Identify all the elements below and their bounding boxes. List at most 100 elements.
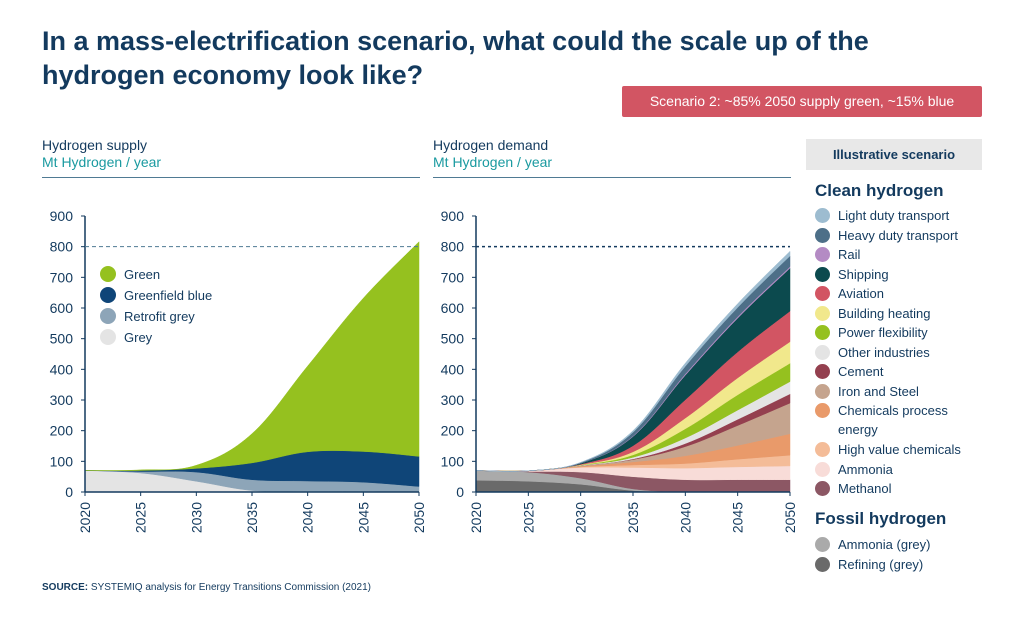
clean-legend-item: Shipping (815, 265, 988, 284)
legend-swatch (815, 247, 830, 262)
y-tick-label: 400 (441, 361, 465, 377)
y-tick-label: 300 (441, 392, 465, 408)
legend-label: Heavy duty transport (838, 227, 958, 243)
y-tick-label: 600 (441, 300, 465, 316)
clean-legend-item: Heavy duty transport (815, 226, 988, 245)
legend-swatch (815, 286, 830, 301)
y-tick-label: 800 (441, 239, 465, 255)
fossil-hydrogen-heading: Fossil hydrogen (815, 509, 947, 528)
clean-hydrogen-heading: Clean hydrogen (815, 181, 944, 200)
legend-label: Retrofit grey (124, 309, 195, 324)
legend-label: Ammonia (838, 461, 893, 477)
source-label: SOURCE: (42, 582, 89, 593)
demand-panel-header: Hydrogen demand Mt Hydrogen / year (433, 137, 552, 171)
legend-swatch (100, 266, 116, 282)
legend-label: Ammonia (grey) (838, 537, 931, 552)
y-tick-label: 100 (441, 453, 465, 469)
legend-swatch (815, 227, 830, 243)
y-tick-label: 500 (441, 331, 465, 347)
legend-swatch (815, 403, 830, 418)
legend-label: Grey (124, 330, 153, 345)
scenario-badge: Scenario 2: ~85% 2050 supply green, ~15%… (622, 86, 982, 117)
source-note: SOURCE: SYSTEMIQ analysis for Energy Tra… (42, 582, 371, 593)
y-tick-label: 100 (50, 453, 74, 469)
clean-legend-item: Other industries (815, 343, 988, 362)
supply-chart-title: Hydrogen supply (42, 137, 148, 153)
supply-panel-header: Hydrogen supply Mt Hydrogen / year (42, 137, 161, 171)
supply-chart-units: Mt Hydrogen / year (42, 154, 162, 170)
x-tick-label: 2020 (468, 502, 484, 533)
legend-swatch (815, 461, 830, 477)
legend-label: Shipping (838, 266, 889, 282)
source-text: SYSTEMIQ analysis for Energy Transitions… (90, 582, 372, 593)
y-tick-label: 0 (65, 484, 73, 500)
legend-swatch (815, 325, 830, 340)
x-tick-label: 2030 (188, 502, 204, 533)
area-green (84, 241, 420, 471)
legend-swatch (815, 305, 830, 321)
legend-swatch (100, 308, 116, 324)
legend-swatch (815, 364, 830, 379)
legend-label: Iron and Steel (838, 383, 919, 399)
demand-chart-title: Hydrogen demand (433, 137, 549, 153)
clean-legend-item: Methanol (815, 479, 988, 498)
y-tick-label: 500 (50, 331, 74, 347)
fossil-legend-item: Refining (grey) (815, 555, 988, 574)
y-tick-label: 400 (50, 361, 74, 377)
y-tick-label: 600 (50, 300, 74, 316)
clean-legend-item: Aviation (815, 284, 988, 303)
clean-legend-item: Chemicals process energy (815, 401, 988, 439)
legend-swatch (815, 556, 830, 572)
legend-label: Methanol (838, 481, 892, 496)
x-tick-label: 2035 (625, 502, 641, 533)
area-light-duty-transport (475, 250, 791, 472)
y-tick-label: 200 (441, 423, 465, 439)
legend-label: Green (124, 267, 160, 282)
clean-legend-item: Rail (815, 245, 988, 264)
demand-chart-units: Mt Hydrogen / year (433, 154, 553, 170)
x-tick-label: 2030 (573, 502, 589, 533)
x-tick-label: 2045 (730, 502, 746, 533)
y-tick-label: 900 (441, 208, 465, 224)
y-tick-label: 200 (50, 423, 74, 439)
x-tick-label: 2040 (300, 502, 316, 533)
clean-legend-item: Light duty transport (815, 206, 988, 225)
x-tick-label: 2035 (244, 502, 260, 533)
legend-label: Rail (838, 247, 861, 262)
x-tick-label: 2045 (355, 502, 371, 533)
legend-label: High value chemicals (838, 442, 961, 457)
clean-legend-item: High value chemicals (815, 440, 988, 459)
y-tick-label: 700 (441, 269, 465, 285)
legend-swatch (100, 287, 116, 303)
legend-label: Light duty transport (838, 208, 950, 223)
x-tick-label: 2020 (77, 502, 93, 533)
x-tick-label: 2040 (677, 502, 693, 533)
illustrative-scenario-label: Illustrative scenario (806, 139, 982, 170)
demand-header-rule (433, 177, 791, 178)
legend-swatch (815, 537, 830, 552)
legend-swatch (815, 266, 830, 282)
legend-swatch (815, 344, 830, 360)
supply-header-rule (42, 177, 420, 178)
clean-legend-item: Building heating (815, 304, 988, 323)
clean-legend-item: Power flexibility (815, 323, 988, 342)
y-tick-label: 700 (50, 269, 74, 285)
legend-label: Power flexibility (838, 325, 928, 340)
legend-swatch (100, 329, 116, 345)
clean-legend-item: Cement (815, 362, 988, 381)
legend-label: Chemicals process energy (838, 403, 948, 437)
legend-label: Cement (838, 364, 884, 379)
legend-label: Aviation (838, 286, 885, 301)
y-tick-label: 0 (456, 484, 464, 500)
x-tick-label: 2025 (520, 502, 536, 533)
legend-label: Other industries (838, 344, 930, 360)
legend-swatch (815, 208, 830, 223)
y-tick-label: 800 (50, 239, 74, 255)
legend-label: Building heating (838, 305, 931, 321)
page-title: In a mass-electrification scenario, what… (42, 26, 869, 90)
fossil-legend-item: Ammonia (grey) (815, 535, 988, 554)
x-tick-label: 2050 (782, 502, 798, 533)
clean-legend-item: Iron and Steel (815, 382, 988, 401)
y-tick-label: 300 (50, 392, 74, 408)
